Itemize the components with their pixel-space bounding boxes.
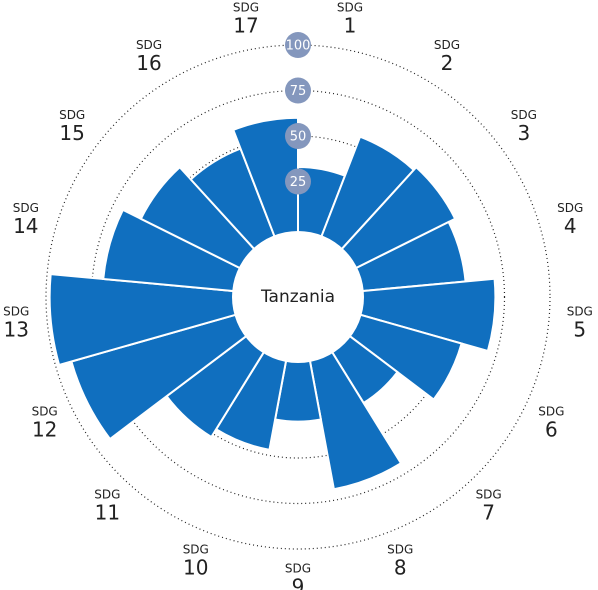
tick-badge xyxy=(285,168,311,195)
category-prefix: SDG xyxy=(538,405,564,419)
ticks: 25 50 75 100 xyxy=(285,32,311,195)
tick-badge xyxy=(285,77,311,104)
category-prefix: SDG xyxy=(183,542,209,556)
category-prefix: SDG xyxy=(557,201,583,215)
category-label: 8 xyxy=(394,555,407,579)
category-prefix: SDG xyxy=(476,488,502,502)
grid-ring xyxy=(45,44,551,550)
category-label: 4 xyxy=(564,214,577,238)
tick-label: 25 xyxy=(290,175,307,190)
category-label: 10 xyxy=(183,555,208,579)
category-prefix: SDG xyxy=(94,488,120,502)
category-prefix: SDG xyxy=(337,0,363,14)
tick-label: 100 xyxy=(286,39,311,54)
tick-badge xyxy=(285,123,311,149)
category-prefix: SDG xyxy=(511,108,537,122)
category-prefix: SDG xyxy=(387,542,413,556)
category-prefix: SDG xyxy=(233,0,259,14)
category-prefix: SDG xyxy=(32,405,58,419)
category-prefix: SDG xyxy=(59,108,85,122)
category-prefix: SDG xyxy=(13,201,39,215)
category-label: 7 xyxy=(482,501,495,525)
category-label: 11 xyxy=(95,501,120,525)
category-prefix: SDG xyxy=(434,38,460,52)
category-label: 16 xyxy=(136,51,161,75)
category-label: 13 xyxy=(3,318,28,342)
tick-label: 50 xyxy=(290,130,307,145)
category-label: 14 xyxy=(13,214,38,238)
category-label: 5 xyxy=(573,318,586,342)
category-prefix: SDG xyxy=(567,305,593,319)
tick-badge xyxy=(285,32,311,58)
category-prefix: SDG xyxy=(285,562,311,576)
tick-label: 75 xyxy=(290,84,307,99)
category-label: 15 xyxy=(59,121,84,145)
category-label: 17 xyxy=(233,13,258,37)
category-label: 9 xyxy=(292,575,305,590)
category-label: 2 xyxy=(441,51,454,75)
chart-title: Tanzania xyxy=(260,287,335,307)
bars xyxy=(48,116,497,491)
category-prefix: SDG xyxy=(136,38,162,52)
labels: SDG1SDG2SDG3SDG4SDG5SDG6SDG7SDG8SDG9SDG1… xyxy=(3,0,593,590)
center-hole xyxy=(232,231,364,363)
category-label: 6 xyxy=(545,418,558,442)
category-label: 1 xyxy=(344,13,357,37)
category-label: 12 xyxy=(32,418,57,442)
category-label: 3 xyxy=(517,121,530,145)
category-prefix: SDG xyxy=(3,305,29,319)
